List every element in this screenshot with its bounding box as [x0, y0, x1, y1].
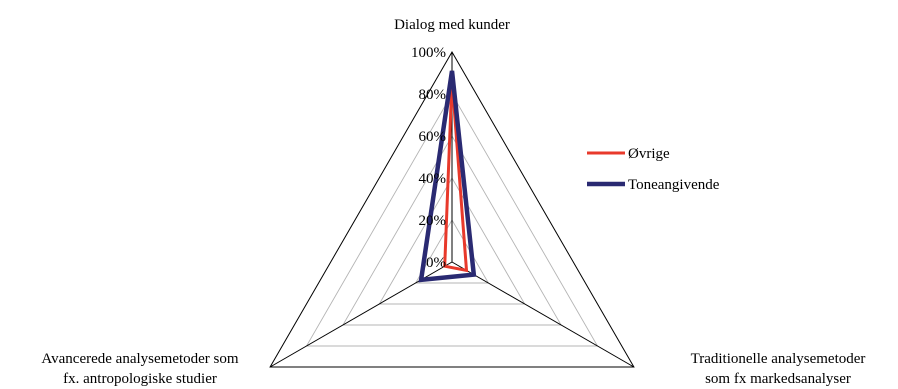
legend: Øvrige Toneangivende	[587, 146, 720, 193]
axis-label-avancerede-line-1: Avancerede analysemetoder som	[41, 351, 238, 367]
grid-ring-40	[378, 177, 526, 305]
axis-label-dialog: Dialog med kunder	[394, 17, 510, 33]
grid-ring-60	[342, 135, 562, 326]
axis-label-avancerede-line-2: fx. antropologiske studier	[63, 371, 217, 387]
legend-label-toneangivende: Toneangivende	[628, 177, 720, 193]
radar-grid	[269, 51, 635, 368]
axis-label-traditionelle: Traditionelle analysemetoder som fx marke…	[691, 351, 866, 387]
grid-ring-80	[305, 93, 599, 347]
legend-label-ovrige: Øvrige	[628, 146, 670, 162]
axis-label-avancerede: Avancerede analysemetoder som fx. antropo…	[41, 351, 238, 387]
axis-label-dialog-line-1: Dialog med kunder	[394, 17, 510, 33]
tick-label-80: 80%	[419, 87, 447, 103]
tick-label-40: 40%	[419, 171, 447, 187]
series-layer	[418, 70, 477, 283]
axis-label-traditionelle-line-1: Traditionelle analysemetoder	[691, 351, 866, 367]
tick-label-20: 20%	[419, 213, 447, 229]
tick-label-100: 100%	[411, 45, 446, 61]
tick-label-60: 60%	[419, 129, 447, 145]
axis-labels: Dialog med kunder Traditionelle analyseme…	[41, 17, 865, 387]
grid-ring-100	[269, 51, 635, 368]
axis-label-traditionelle-line-2: som fx markedsanalyser	[705, 371, 851, 387]
series-ovrige-line	[443, 79, 469, 273]
tick-labels: 0% 20% 40% 60% 80% 100%	[411, 45, 446, 271]
series-toneangivende-line	[418, 70, 477, 283]
axis-spoke-traditionelle	[451, 261, 635, 368]
tick-label-0: 0%	[426, 255, 446, 271]
